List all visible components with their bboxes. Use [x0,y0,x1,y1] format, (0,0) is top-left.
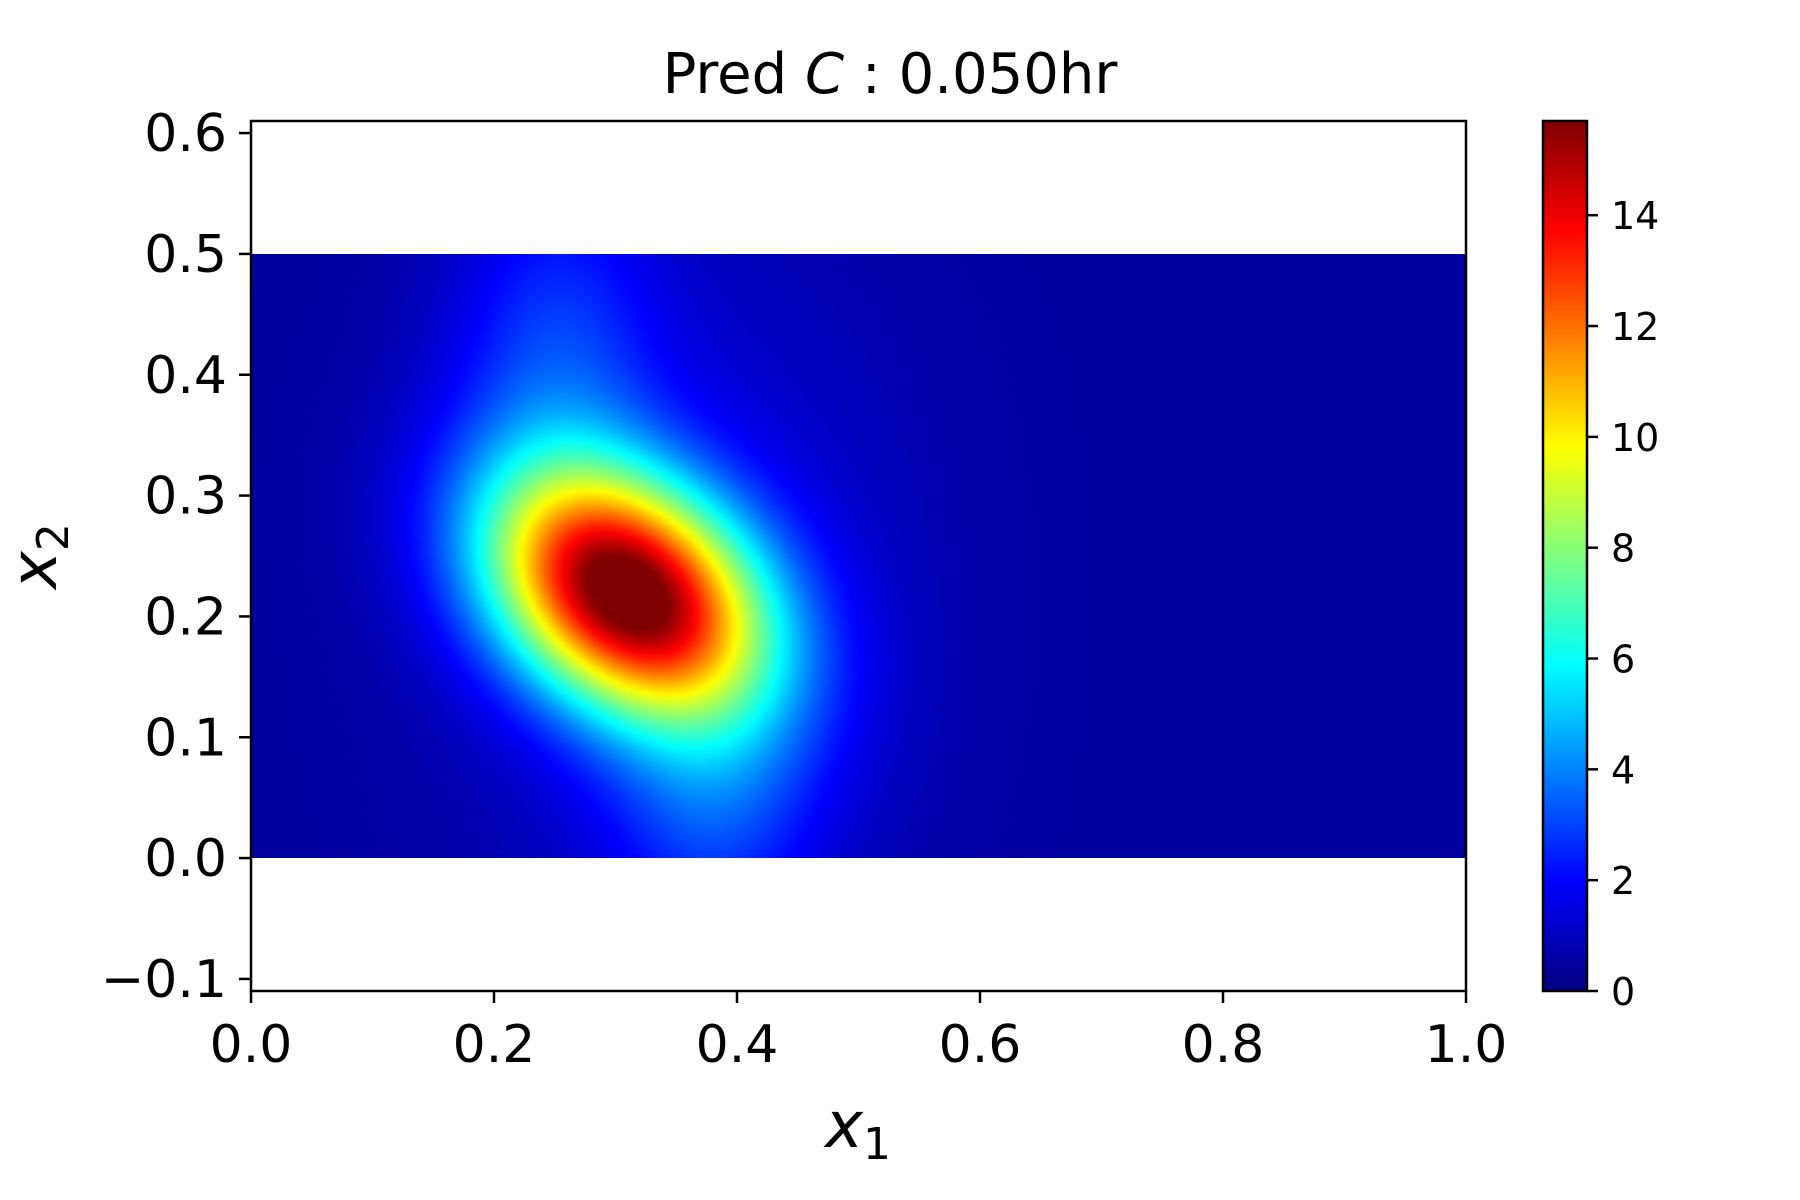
colorbar-tick-label: 0 [1611,970,1635,1014]
colorbar-ticks: 0 2 4 6 8 10 12 14 [1587,194,1659,1014]
x-axis-label-subscript: 1 [863,1119,891,1170]
x-axis-label: x1 [823,1089,891,1170]
colorbar-frame [1541,119,1589,993]
title-variable: C [805,42,844,107]
x-axis-ticks: 0.0 0.2 0.4 0.6 0.8 1.0 [210,991,1508,1075]
plot-area [249,119,1468,993]
colorbar-gradient [1543,121,1587,991]
y-axis-label-symbol: x [0,550,72,591]
y-tick-label: −0.1 [101,950,227,1010]
chart-title: Pred C : 0.050hr [663,42,1119,107]
colorbar-tick-label: 12 [1611,305,1659,349]
colorbar-tick-label: 4 [1611,748,1635,792]
plot-frame [249,119,1468,993]
y-axis-ticks: −0.1 0.0 0.1 0.2 0.3 0.4 0.5 0.6 [101,104,251,1010]
y-axis-label: x2 [0,523,79,591]
y-tick-label: 0.5 [144,225,227,285]
title-prefix: Pred [663,42,805,107]
y-tick-label: 0.3 [144,467,227,527]
y-tick-label: 0.4 [144,346,227,406]
colorbar-tick-label: 14 [1611,194,1659,238]
colorbar-tick-label: 2 [1611,859,1635,903]
y-tick-label: 0.1 [144,708,227,768]
y-tick-label: 0.2 [144,587,227,647]
x-tick-label: 1.0 [1425,1015,1508,1075]
x-tick-label: 0.0 [210,1015,293,1075]
x-tick-label: 0.2 [453,1015,536,1075]
y-axis-label-subscript: 2 [28,523,79,551]
svg-text:Pred C : 0.050hr: Pred C : 0.050hr [663,42,1119,107]
colorbar-tick-label: 10 [1611,416,1659,460]
heatmap-image-frame [251,253,1466,859]
x-tick-label: 0.8 [1182,1015,1265,1075]
x-axis-label-symbol: x [823,1089,864,1163]
colorbar-tick-label: 8 [1611,527,1635,571]
x-tick-label: 0.6 [939,1015,1022,1075]
title-suffix: : 0.050hr [844,42,1118,107]
y-tick-label: 0.0 [144,829,227,889]
colorbar-tick-label: 6 [1611,638,1635,682]
heatmap-image [251,253,1466,859]
colorbar: 0 2 4 6 8 10 12 14 [1541,119,1659,1014]
x-tick-label: 0.4 [696,1015,779,1075]
colorbar-gradient-frame [1543,121,1587,991]
y-tick-label: 0.6 [144,104,227,164]
